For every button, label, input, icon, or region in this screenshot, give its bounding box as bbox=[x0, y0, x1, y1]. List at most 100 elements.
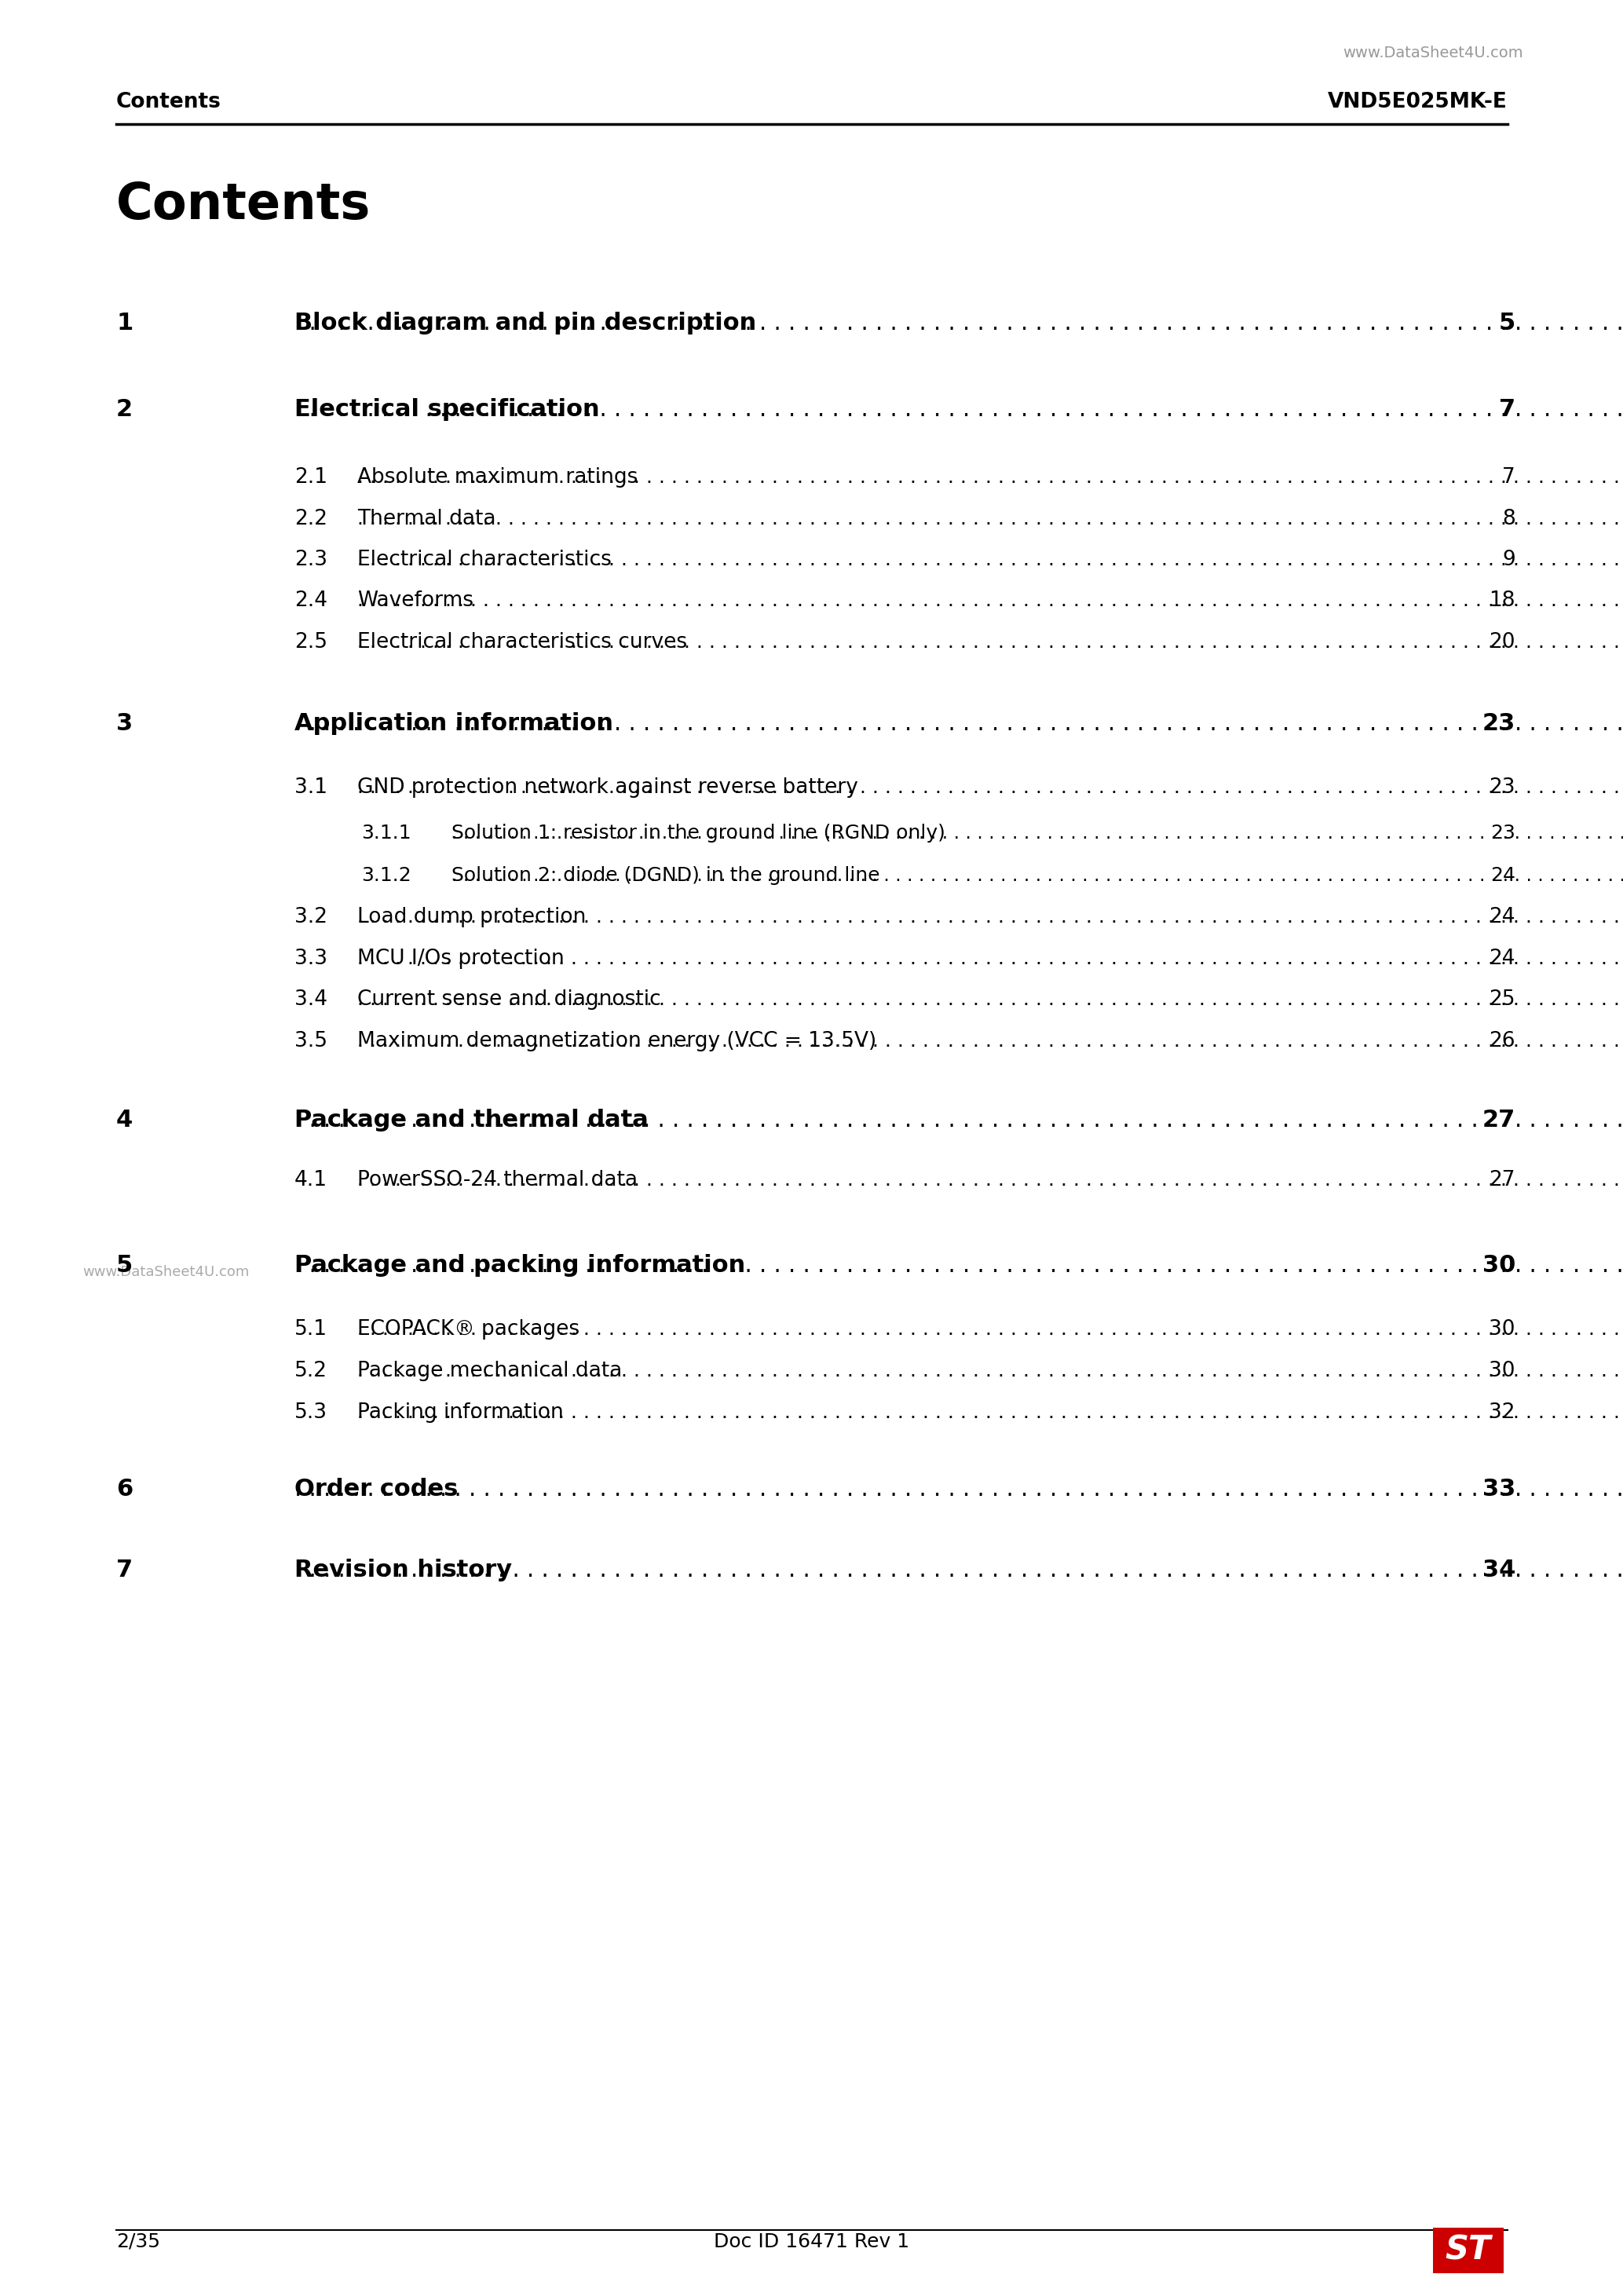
Text: . . . . . . . . . . . . . . . . . . . . . . . . . . . . . . . . . . . . . . . . : . . . . . . . . . . . . . . . . . . . . … bbox=[357, 468, 1623, 487]
Text: 9: 9 bbox=[1503, 549, 1516, 569]
Text: Package and thermal data: Package and thermal data bbox=[294, 1109, 648, 1132]
Text: 30: 30 bbox=[1490, 1362, 1516, 1382]
Text: Solution 2: diode (DGND) in the ground line: Solution 2: diode (DGND) in the ground l… bbox=[451, 866, 880, 884]
Text: 32: 32 bbox=[1490, 1403, 1516, 1424]
Text: 6: 6 bbox=[117, 1479, 133, 1502]
Text: . . . . . . . . . . . . . . . . . . . . . . . . . . . . . . . . . . . . . . . . : . . . . . . . . . . . . . . . . . . . . … bbox=[357, 592, 1623, 611]
Text: 34: 34 bbox=[1482, 1559, 1516, 1582]
Text: 7: 7 bbox=[117, 1559, 133, 1582]
Text: 5: 5 bbox=[1498, 312, 1516, 335]
Text: 3.1.2: 3.1.2 bbox=[362, 866, 411, 884]
Text: . . . . . . . . . . . . . . . . . . . . . . . . . . . . . . . . . . . . . . . . : . . . . . . . . . . . . . . . . . . . . … bbox=[294, 312, 1623, 335]
Text: Package mechanical data: Package mechanical data bbox=[357, 1362, 622, 1382]
Text: 2.3: 2.3 bbox=[294, 549, 328, 569]
Text: 1: 1 bbox=[117, 312, 133, 335]
Text: . . . . . . . . . . . . . . . . . . . . . . . . . . . . . . . . . . . . . . . . : . . . . . . . . . . . . . . . . . . . . … bbox=[357, 1171, 1623, 1189]
Text: Absolute maximum ratings: Absolute maximum ratings bbox=[357, 466, 638, 487]
Text: Maximum demagnetization energy (VCC = 13.5V): Maximum demagnetization energy (VCC = 13… bbox=[357, 1031, 876, 1052]
Text: Package and packing information: Package and packing information bbox=[294, 1254, 745, 1277]
Text: . . . . . . . . . . . . . . . . . . . . . . . . . . . . . . . . . . . . . . . . : . . . . . . . . . . . . . . . . . . . . … bbox=[357, 634, 1623, 652]
Text: 5.2: 5.2 bbox=[294, 1362, 328, 1382]
Text: 5: 5 bbox=[117, 1254, 133, 1277]
Text: . . . . . . . . . . . . . . . . . . . . . . . . . . . . . . . . . . . . . . . . : . . . . . . . . . . . . . . . . . . . . … bbox=[294, 400, 1623, 420]
Text: GND protection network against reverse battery: GND protection network against reverse b… bbox=[357, 778, 859, 797]
Text: 20: 20 bbox=[1490, 631, 1516, 652]
Text: Load dump protection: Load dump protection bbox=[357, 907, 586, 928]
Text: 27: 27 bbox=[1482, 1109, 1516, 1132]
Text: . . . . . . . . . . . . . . . . . . . . . . . . . . . . . . . . . . . . . . . . : . . . . . . . . . . . . . . . . . . . . … bbox=[357, 1031, 1623, 1052]
Text: www.DataSheet4U.com: www.DataSheet4U.com bbox=[1342, 46, 1524, 60]
Text: 7: 7 bbox=[1503, 466, 1516, 487]
Text: 3.5: 3.5 bbox=[294, 1031, 328, 1052]
Text: 4: 4 bbox=[117, 1109, 133, 1132]
Text: . . . . . . . . . . . . . . . . . . . . . . . . . . . . . . . . . . . . . . . . : . . . . . . . . . . . . . . . . . . . . … bbox=[294, 1559, 1623, 1582]
Text: 2.5: 2.5 bbox=[294, 631, 328, 652]
Text: 24: 24 bbox=[1490, 948, 1516, 969]
Text: . . . . . . . . . . . . . . . . . . . . . . . . . . . . . . . . . . . . . . . . : . . . . . . . . . . . . . . . . . . . . … bbox=[357, 948, 1623, 969]
Text: . . . . . . . . . . . . . . . . . . . . . . . . . . . . . . . . . . . . . . . . : . . . . . . . . . . . . . . . . . . . . … bbox=[357, 510, 1623, 528]
Text: . . . . . . . . . . . . . . . . . . . . . . . . . . . . . . . . . . . . . . . . : . . . . . . . . . . . . . . . . . . . . … bbox=[294, 1479, 1623, 1502]
Text: Application information: Application information bbox=[294, 712, 613, 735]
Text: Contents: Contents bbox=[117, 92, 221, 113]
Text: 30: 30 bbox=[1490, 1320, 1516, 1339]
Text: 2.4: 2.4 bbox=[294, 590, 328, 611]
Text: 8: 8 bbox=[1503, 510, 1516, 530]
FancyBboxPatch shape bbox=[1433, 2227, 1503, 2273]
Text: Electrical characteristics curves: Electrical characteristics curves bbox=[357, 631, 687, 652]
Text: 7: 7 bbox=[1500, 397, 1516, 420]
Text: 27: 27 bbox=[1490, 1171, 1516, 1189]
Text: Packing information: Packing information bbox=[357, 1403, 563, 1424]
Text: . . . . . . . . . . . . . . . . . . . . . . . . . . . . . . . . . . . . . . . . : . . . . . . . . . . . . . . . . . . . . … bbox=[357, 907, 1623, 928]
Text: Waveforms: Waveforms bbox=[357, 590, 474, 611]
Text: 25: 25 bbox=[1490, 990, 1516, 1010]
Text: Current sense and diagnostic: Current sense and diagnostic bbox=[357, 990, 661, 1010]
Text: . . . . . . . . . . . . . . . . . . . . . . . . . . . . . . . . . . . . . . . . : . . . . . . . . . . . . . . . . . . . . … bbox=[294, 1256, 1623, 1277]
Text: 4.1: 4.1 bbox=[294, 1171, 328, 1189]
Text: 33: 33 bbox=[1482, 1479, 1516, 1502]
Text: Contents: Contents bbox=[117, 181, 372, 230]
Text: Solution 1: resistor in the ground line (RGND only): Solution 1: resistor in the ground line … bbox=[451, 824, 945, 843]
Text: VND5E025MK-E: VND5E025MK-E bbox=[1328, 92, 1508, 113]
Text: . . . . . . . . . . . . . . . . . . . . . . . . . . . . . . . . . . . . . . . . : . . . . . . . . . . . . . . . . . . . . … bbox=[357, 1320, 1623, 1339]
Text: . . . . . . . . . . . . . . . . . . . . . . . . . . . . . . . . . . . . . . . . : . . . . . . . . . . . . . . . . . . . . … bbox=[357, 1403, 1623, 1421]
Text: 24: 24 bbox=[1490, 866, 1516, 884]
Text: 2/35: 2/35 bbox=[117, 2232, 161, 2252]
Text: Thermal data: Thermal data bbox=[357, 510, 497, 530]
Text: ST: ST bbox=[1446, 2234, 1492, 2266]
Text: ECOPACK® packages: ECOPACK® packages bbox=[357, 1320, 579, 1339]
Text: MCU I/Os protection: MCU I/Os protection bbox=[357, 948, 565, 969]
Text: Block diagram and pin description: Block diagram and pin description bbox=[294, 312, 756, 335]
Text: . . . . . . . . . . . . . . . . . . . . . . . . . . . . . . . . . . . . . . . . : . . . . . . . . . . . . . . . . . . . . … bbox=[357, 1362, 1623, 1380]
Text: 23: 23 bbox=[1490, 778, 1516, 797]
Text: 3.2: 3.2 bbox=[294, 907, 328, 928]
Text: PowerSSO-24 thermal data: PowerSSO-24 thermal data bbox=[357, 1171, 638, 1189]
Text: . . . . . . . . . . . . . . . . . . . . . . . . . . . . . . . . . . . . . . . . : . . . . . . . . . . . . . . . . . . . . … bbox=[357, 551, 1623, 569]
Text: . . . . . . . . . . . . . . . . . . . . . . . . . . . . . . . . . . . . . . . . : . . . . . . . . . . . . . . . . . . . . … bbox=[357, 778, 1623, 797]
Text: Electrical characteristics: Electrical characteristics bbox=[357, 549, 612, 569]
Text: 2: 2 bbox=[117, 397, 133, 420]
Text: Order codes: Order codes bbox=[294, 1479, 458, 1502]
Text: . . . . . . . . . . . . . . . . . . . . . . . . . . . . . . . . . . . . . . . . : . . . . . . . . . . . . . . . . . . . . … bbox=[357, 990, 1623, 1008]
Text: 5.1: 5.1 bbox=[294, 1320, 328, 1339]
Text: Doc ID 16471 Rev 1: Doc ID 16471 Rev 1 bbox=[714, 2232, 911, 2252]
Text: 3.1: 3.1 bbox=[294, 778, 328, 797]
Text: 2.2: 2.2 bbox=[294, 510, 328, 530]
Text: 5.3: 5.3 bbox=[294, 1403, 328, 1424]
Text: 3.1.1: 3.1.1 bbox=[362, 824, 411, 843]
Text: 18: 18 bbox=[1490, 590, 1516, 611]
Text: 3.3: 3.3 bbox=[294, 948, 328, 969]
Text: 23: 23 bbox=[1490, 824, 1516, 843]
Text: . . . . . . . . . . . . . . . . . . . . . . . . . . . . . . . . . . . . . . . . : . . . . . . . . . . . . . . . . . . . . … bbox=[451, 866, 1623, 884]
Text: www.DataSheet4U.com: www.DataSheet4U.com bbox=[83, 1265, 250, 1279]
Text: . . . . . . . . . . . . . . . . . . . . . . . . . . . . . . . . . . . . . . . . : . . . . . . . . . . . . . . . . . . . . … bbox=[451, 824, 1623, 843]
Text: 3.4: 3.4 bbox=[294, 990, 328, 1010]
Text: 30: 30 bbox=[1482, 1254, 1516, 1277]
Text: 26: 26 bbox=[1490, 1031, 1516, 1052]
Text: 3: 3 bbox=[117, 712, 133, 735]
Text: . . . . . . . . . . . . . . . . . . . . . . . . . . . . . . . . . . . . . . . . : . . . . . . . . . . . . . . . . . . . . … bbox=[294, 714, 1623, 735]
Text: Electrical specification: Electrical specification bbox=[294, 397, 599, 420]
Text: 24: 24 bbox=[1490, 907, 1516, 928]
Text: . . . . . . . . . . . . . . . . . . . . . . . . . . . . . . . . . . . . . . . . : . . . . . . . . . . . . . . . . . . . . … bbox=[294, 1109, 1623, 1132]
Text: 2.1: 2.1 bbox=[294, 466, 328, 487]
Text: Revision history: Revision history bbox=[294, 1559, 511, 1582]
